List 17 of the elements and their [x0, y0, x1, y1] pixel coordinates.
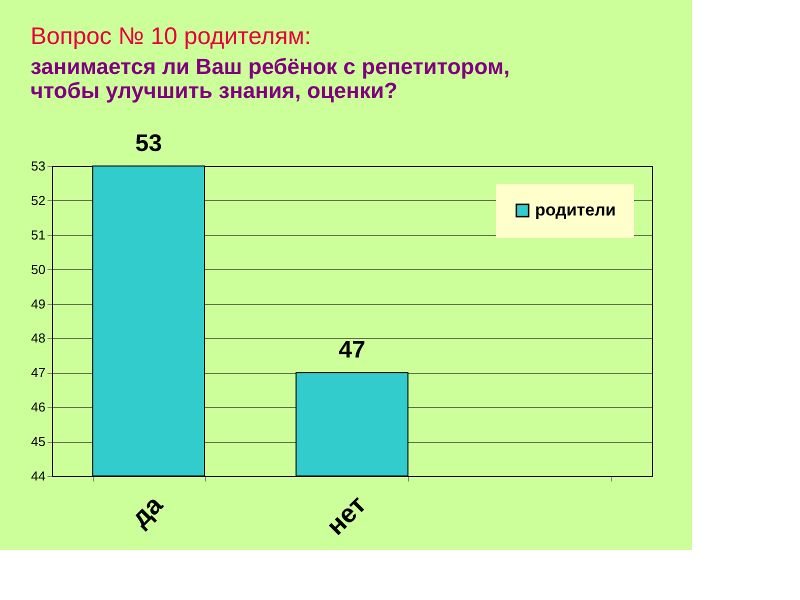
y-tick-label: 53	[31, 158, 46, 174]
chart-subtitle: занимается ли Ваш ребёнок с репетитором, чтобы улучшить знания, оценки?	[30, 54, 510, 103]
y-tick-label: 51	[31, 227, 46, 242]
chart-title: Вопрос № 10 родителям:	[30, 23, 312, 50]
y-tick-label: 52	[31, 192, 46, 208]
y-tick-label: 49	[31, 296, 46, 312]
data-label: 53	[135, 130, 162, 157]
y-tick-label: 48	[31, 330, 46, 346]
x-tick-label: нет	[320, 489, 372, 541]
y-tick-label: 46	[31, 400, 46, 415]
x-tick-label: да	[125, 489, 169, 532]
y-tick-label: 47	[31, 365, 46, 380]
y-tick-label: 50	[31, 262, 46, 277]
data-label: 47	[338, 336, 366, 364]
y-tick-label: 45	[31, 434, 46, 450]
y-tick-label: 44	[31, 468, 46, 484]
legend-label: родители	[535, 200, 616, 220]
